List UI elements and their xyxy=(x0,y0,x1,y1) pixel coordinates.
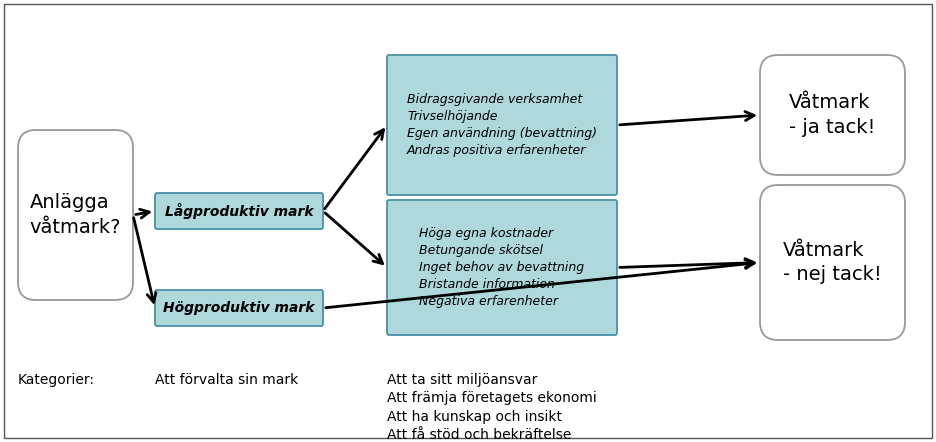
FancyBboxPatch shape xyxy=(18,130,133,300)
FancyBboxPatch shape xyxy=(155,290,323,326)
Text: Kategorier:: Kategorier: xyxy=(18,373,95,387)
FancyBboxPatch shape xyxy=(760,55,905,175)
FancyBboxPatch shape xyxy=(760,185,905,340)
Text: Anlägga
våtmark?: Anlägga våtmark? xyxy=(30,193,122,237)
FancyBboxPatch shape xyxy=(387,55,617,195)
FancyBboxPatch shape xyxy=(387,200,617,335)
FancyBboxPatch shape xyxy=(155,193,323,229)
Text: Att förvalta sin mark: Att förvalta sin mark xyxy=(155,373,299,387)
Text: Att ta sitt miljöansvar
Att främja företagets ekonomi
Att ha kunskap och insikt
: Att ta sitt miljöansvar Att främja föret… xyxy=(387,373,597,442)
Text: Lågproduktiv mark: Lågproduktiv mark xyxy=(165,203,314,219)
Text: Bidragsgivande verksamhet
Trivselhöjande
Egen användning (bevattning)
Andras pos: Bidragsgivande verksamhet Trivselhöjande… xyxy=(407,93,597,157)
Text: Högproduktiv mark: Högproduktiv mark xyxy=(163,301,314,315)
Text: Våtmark
- nej tack!: Våtmark - nej tack! xyxy=(783,240,882,285)
Text: Våtmark
- ja tack!: Våtmark - ja tack! xyxy=(789,93,876,137)
Text: Höga egna kostnader
Betungande skötsel
Inget behov av bevattning
Bristande infor: Höga egna kostnader Betungande skötsel I… xyxy=(419,227,585,308)
